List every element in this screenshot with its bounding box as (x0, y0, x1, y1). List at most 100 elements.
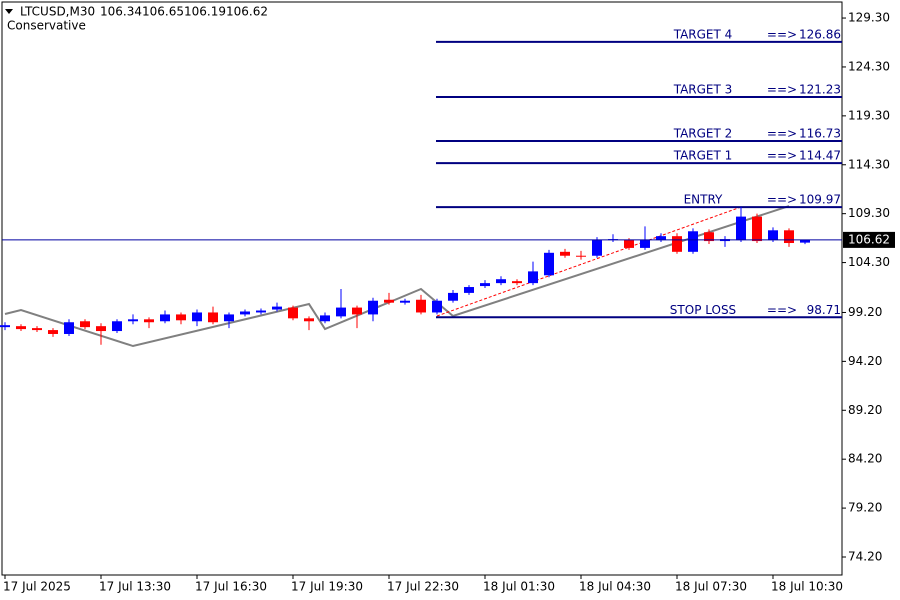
subtitle: Conservative (7, 19, 86, 33)
level-value: 109.97 (799, 193, 841, 207)
candle-body (416, 299, 426, 313)
symbol: LTCUSD,M30 (20, 5, 95, 19)
level-name: TARGET 1 (673, 149, 733, 163)
candle-body (128, 319, 138, 322)
level-name: STOP LOSS (670, 303, 736, 317)
candle-body (384, 299, 394, 303)
candle-body (0, 325, 10, 328)
level-name: ENTRY (684, 193, 723, 207)
x-tick-label: 18 Jul 10:30 (771, 580, 843, 594)
candle-body (640, 240, 650, 248)
candle-body (784, 230, 794, 244)
candle-body (48, 330, 58, 334)
level-arrow: ==> (767, 82, 797, 96)
candle-body (480, 283, 490, 287)
level-value: 98.71 (807, 303, 841, 317)
y-tick-label: 109.30 (848, 206, 890, 220)
x-tick-label: 18 Jul 04:30 (579, 580, 651, 594)
trend-line (436, 206, 742, 317)
candle-body (192, 312, 202, 322)
level-value: 126.86 (799, 27, 841, 41)
candle-body (464, 287, 474, 293)
candle-body (32, 328, 42, 331)
y-tick-label: 129.30 (848, 11, 890, 25)
candle-body (160, 314, 170, 322)
candle-body (544, 252, 554, 276)
level-name: TARGET 4 (673, 27, 733, 41)
x-tick-label: 17 Jul 13:30 (99, 580, 171, 594)
y-tick-label: 79.20 (848, 501, 882, 515)
candle-body (688, 231, 698, 252)
candle-body (256, 310, 266, 313)
y-tick-label: 99.20 (848, 305, 882, 319)
x-tick-label: 18 Jul 07:30 (675, 580, 747, 594)
level-arrow: ==> (767, 27, 797, 41)
level-name: TARGET 2 (673, 126, 733, 140)
candle-body (736, 216, 746, 241)
level-arrow: ==> (767, 303, 797, 317)
header-high: 106.65 (142, 5, 184, 19)
current-price-label: 106.62 (848, 232, 890, 246)
candle-body (336, 307, 346, 317)
candle-body (288, 307, 298, 319)
candle-body (400, 300, 410, 303)
candle-body (304, 318, 314, 322)
candle-body (704, 232, 714, 242)
y-tick-label: 74.20 (848, 550, 882, 564)
y-tick-label: 114.30 (848, 157, 890, 171)
candle-body (672, 236, 682, 252)
zigzag-line (4, 205, 790, 348)
candle-body (80, 321, 90, 328)
candle-body (592, 240, 602, 256)
level-value: 114.47 (799, 149, 841, 163)
y-tick-label: 94.20 (848, 354, 882, 368)
candle-body (112, 321, 122, 332)
candle-body (624, 240, 634, 248)
candle-body (528, 271, 538, 284)
level-arrow: ==> (767, 193, 797, 207)
candle-body (96, 326, 106, 332)
candle-body (352, 307, 362, 315)
candle-body (656, 236, 666, 241)
y-tick-label: 124.30 (848, 59, 890, 73)
candle-body (272, 306, 282, 310)
level-value: 121.23 (799, 82, 841, 96)
candle-body (368, 300, 378, 315)
header-low: 106.19 (184, 5, 226, 19)
candle-body (768, 230, 778, 241)
candle-body (800, 239, 810, 243)
candle-body (176, 314, 186, 321)
candle-body (240, 311, 250, 315)
level-value: 116.73 (799, 126, 841, 140)
candle-body (144, 319, 154, 323)
candle-body (448, 292, 458, 301)
candle-body (496, 279, 506, 284)
y-tick-label: 104.30 (848, 255, 890, 269)
y-tick-label: 89.20 (848, 403, 882, 417)
level-name: TARGET 3 (673, 82, 733, 96)
candle-body (752, 216, 762, 242)
x-tick-label: 18 Jul 01:30 (483, 580, 555, 594)
x-tick-label: 17 Jul 16:30 (195, 580, 267, 594)
y-tick-label: 84.20 (848, 452, 882, 466)
x-tick-label: 17 Jul 22:30 (387, 580, 459, 594)
candle-body (64, 322, 74, 334)
candle-body (320, 315, 330, 322)
x-tick-label: 17 Jul 2025 (3, 580, 71, 594)
candle-body (224, 314, 234, 322)
candle-body (512, 281, 522, 284)
header-open: 106.34 (100, 5, 142, 19)
menu-arrow (5, 9, 13, 14)
candle-body (560, 251, 570, 256)
candle-body (208, 312, 218, 323)
candle-body (432, 300, 442, 313)
candle-body (576, 255, 586, 257)
level-arrow: ==> (767, 126, 797, 140)
candle-body (16, 326, 26, 330)
y-tick-label: 119.30 (848, 108, 890, 122)
level-arrow: ==> (767, 149, 797, 163)
x-tick-label: 17 Jul 19:30 (291, 580, 363, 594)
header-close: 106.62 (226, 5, 268, 19)
current-price-box (843, 231, 895, 248)
